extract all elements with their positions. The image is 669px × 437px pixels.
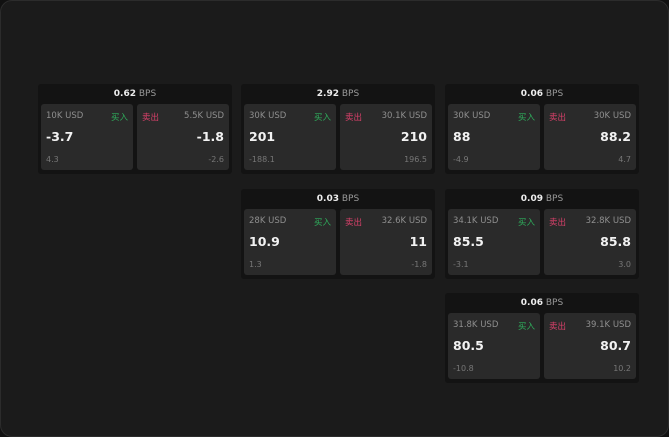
bid-price: 80.5 [453,338,484,353]
spread-value: 0.06 [520,298,543,308]
ask-change: -2.6 [208,155,224,164]
ask-change: 10.2 [613,364,631,373]
ask-change: 4.7 [618,155,631,164]
buy-label: 买入 [313,113,331,123]
buy-label: 买入 [517,218,535,228]
quote-card: 0.06 BPS 31.8K USD 买入 80.5 -10.8 卖出 39.1K … [445,293,639,383]
sell-label: 卖出 [549,322,567,332]
bid-change: 4.3 [46,155,59,164]
buy-tile[interactable]: 31.8K USD 买入 80.5 -10.8 [448,313,540,379]
bid-price: -3.7 [46,129,74,144]
spread-header: 0.06 BPS [445,84,639,104]
spread-value: 0.03 [316,194,339,204]
spread-value: 0.09 [520,194,543,204]
ask-size: 30.1K USD [381,111,427,121]
spread-header: 0.09 BPS [445,189,639,209]
sell-label: 卖出 [142,113,160,123]
buy-label: 买入 [517,322,535,332]
quote-card: 2.92 BPS 30K USD 买入 201 -188.1 卖出 30.1K US… [241,84,435,174]
spread-header: 0.62 BPS [38,84,232,104]
ask-price: 85.8 [600,234,631,249]
spread-value: 0.62 [113,89,136,99]
sell-tile[interactable]: 卖出 30K USD 88.2 4.7 [544,104,636,170]
bid-change: -3.1 [453,260,469,269]
buy-tile[interactable]: 30K USD 买入 88 -4.9 [448,104,540,170]
sell-tile[interactable]: 卖出 30.1K USD 210 196.5 [340,104,432,170]
bid-size: 28K USD [249,216,287,226]
buy-tile[interactable]: 28K USD 买入 10.9 1.3 [244,209,336,275]
spread-unit: BPS [545,298,564,308]
sell-label: 卖出 [549,218,567,228]
spread-value: 0.06 [520,89,543,99]
sell-tile[interactable]: 卖出 39.1K USD 80.7 10.2 [544,313,636,379]
ask-size: 30K USD [593,111,631,121]
bid-size: 30K USD [453,111,491,121]
ask-size: 32.8K USD [585,216,631,226]
quote-card: 0.03 BPS 28K USD 买入 10.9 1.3 卖出 32.6K USD … [241,189,435,279]
ask-change: 3.0 [618,260,631,269]
quote-card: 0.62 BPS 10K USD 买入 -3.7 4.3 卖出 5.5K USD -… [38,84,232,174]
ask-price: 210 [400,129,427,144]
spread-header: 0.06 BPS [445,293,639,313]
bid-size: 30K USD [249,111,287,121]
buy-label: 买入 [313,218,331,228]
sell-tile[interactable]: 卖出 32.6K USD 11 -1.8 [340,209,432,275]
bid-size: 34.1K USD [453,216,499,226]
quote-card: 0.09 BPS 34.1K USD 买入 85.5 -3.1 卖出 32.8K U… [445,189,639,279]
spread-unit: BPS [341,89,360,99]
ask-size: 32.6K USD [381,216,427,226]
ask-size: 39.1K USD [585,320,631,330]
buy-tile[interactable]: 10K USD 买入 -3.7 4.3 [41,104,133,170]
bid-price: 10.9 [249,234,280,249]
bid-change: 1.3 [249,260,262,269]
bid-price: 85.5 [453,234,484,249]
bid-price: 88 [453,129,471,144]
spread-header: 0.03 BPS [241,189,435,209]
buy-label: 买入 [110,113,128,123]
bid-size: 31.8K USD [453,320,499,330]
ask-price: 11 [409,234,427,249]
ask-change: -1.8 [411,260,427,269]
spread-unit: BPS [138,89,157,99]
ask-size: 5.5K USD [184,111,224,121]
sell-label: 卖出 [345,113,363,123]
ask-price: 88.2 [600,129,631,144]
spread-unit: BPS [545,89,564,99]
sell-label: 卖出 [549,113,567,123]
buy-tile[interactable]: 30K USD 买入 201 -188.1 [244,104,336,170]
spread-unit: BPS [545,194,564,204]
bid-change: -4.9 [453,155,469,164]
quote-card: 0.06 BPS 30K USD 买入 88 -4.9 卖出 30K USD 88.… [445,84,639,174]
bid-change: -10.8 [453,364,474,373]
sell-tile[interactable]: 卖出 5.5K USD -1.8 -2.6 [137,104,229,170]
buy-tile[interactable]: 34.1K USD 买入 85.5 -3.1 [448,209,540,275]
ask-price: 80.7 [600,338,631,353]
bid-price: 201 [249,129,276,144]
ask-change: 196.5 [404,155,427,164]
bid-size: 10K USD [46,111,84,121]
sell-tile[interactable]: 卖出 32.8K USD 85.8 3.0 [544,209,636,275]
buy-label: 买入 [517,113,535,123]
spread-header: 2.92 BPS [241,84,435,104]
sell-label: 卖出 [345,218,363,228]
spread-unit: BPS [341,194,360,204]
ask-price: -1.8 [196,129,224,144]
bid-change: -188.1 [249,155,275,164]
spread-value: 2.92 [316,89,339,99]
